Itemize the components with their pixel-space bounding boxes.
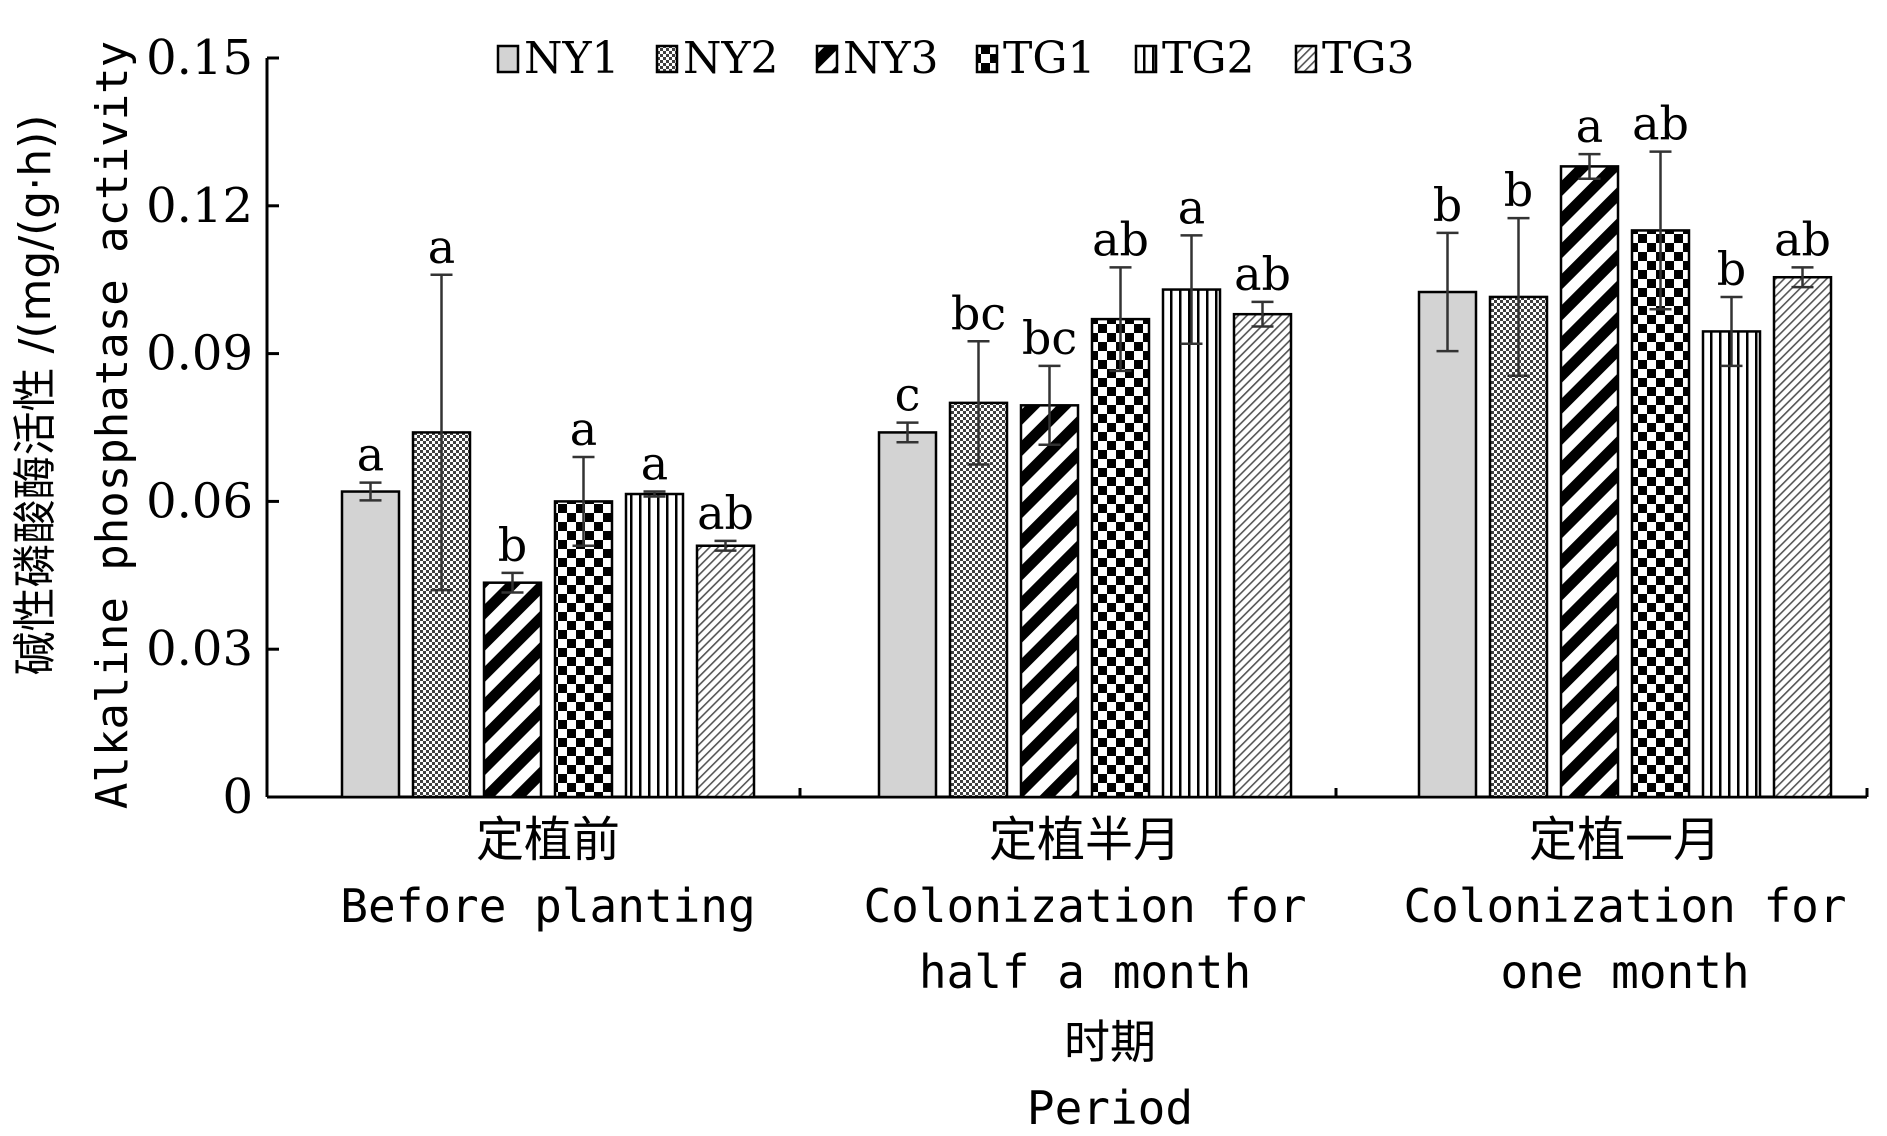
x-category-label-en: Colonization for (863, 879, 1306, 933)
legend-swatch (1134, 44, 1158, 74)
bar (1417, 290, 1478, 799)
legend: NY1 NY2 NY3 TG1 TG2 TG3 (496, 33, 1415, 84)
x-axis-category-labels: 定植前 Before planting 定植半月 Colonization for ha… (340, 812, 1846, 999)
bar (877, 431, 938, 799)
significance-label: a (428, 220, 455, 274)
bar (1559, 165, 1620, 799)
bar (553, 500, 614, 799)
legend-swatch (1294, 44, 1318, 74)
significance-label: bc (951, 286, 1006, 340)
significance-label: a (570, 402, 597, 456)
y-tick-label: 0 (222, 769, 253, 825)
significance-label: b (498, 518, 527, 572)
y-axis-title-cn: 碱性磷酸酶活性 /(mg/(g·h)) (10, 115, 61, 676)
x-axis-title-cn: 时期 (1064, 1015, 1156, 1069)
bar (482, 581, 543, 799)
legend-label: NY2 (683, 33, 779, 84)
significance-label: ab (1092, 212, 1149, 266)
x-category-label-en: half a month (919, 945, 1251, 999)
x-category-label-cn: 定植半月 (989, 812, 1181, 868)
legend-label: NY1 (524, 33, 620, 84)
y-tick-label: 0.09 (146, 326, 253, 382)
y-tick-label: 0.15 (146, 30, 253, 86)
x-category-label-en: Colonization for (1403, 879, 1846, 933)
legend-label: NY3 (843, 33, 939, 84)
bar (1630, 229, 1691, 799)
bar (1090, 317, 1151, 799)
significance-label: b (1433, 178, 1462, 232)
legend-swatch (975, 44, 999, 74)
bar (1232, 312, 1293, 799)
significance-label: ab (1632, 97, 1689, 151)
y-axis-title-en: Alkaline phosphatase activity (87, 41, 138, 809)
y-axis-ticks: 0 0.03 0.06 0.09 0.12 0.15 (146, 30, 279, 825)
bar (1488, 295, 1549, 799)
bar (1019, 404, 1080, 799)
significance-label: bc (1022, 311, 1077, 365)
bar (340, 490, 401, 799)
x-category-label-en: one month (1500, 945, 1749, 999)
bar (948, 401, 1009, 799)
significance-label: a (357, 428, 384, 482)
legend-label: TG1 (1003, 33, 1096, 84)
bar (624, 492, 685, 799)
x-category-label-cn: 定植一月 (1529, 812, 1721, 868)
bar (1161, 288, 1222, 799)
significance-label: b (1717, 242, 1746, 296)
bar (1701, 330, 1762, 799)
legend-swatch (496, 44, 520, 74)
significance-label: b (1504, 163, 1533, 217)
significance-label: a (1178, 180, 1205, 234)
x-axis-title-en: Period (1027, 1081, 1193, 1135)
y-tick-label: 0.06 (146, 473, 253, 529)
significance-label: ab (1234, 247, 1291, 301)
significance-label: a (641, 437, 668, 491)
bar (1772, 275, 1833, 799)
significance-label: ab (1774, 212, 1831, 266)
legend-swatch (815, 44, 839, 74)
y-tick-label: 0.12 (146, 178, 253, 234)
significance-label: ab (697, 486, 754, 540)
legend-swatch (655, 44, 679, 74)
significance-label: a (1576, 99, 1603, 153)
legend-label: TG3 (1322, 33, 1415, 84)
legend-label: TG2 (1162, 33, 1255, 84)
x-category-label-en: Before planting (340, 879, 755, 933)
x-category-label-cn: 定植前 (476, 812, 620, 868)
y-tick-label: 0.03 (146, 621, 253, 677)
significance-label: c (895, 368, 921, 422)
bar (695, 544, 756, 799)
